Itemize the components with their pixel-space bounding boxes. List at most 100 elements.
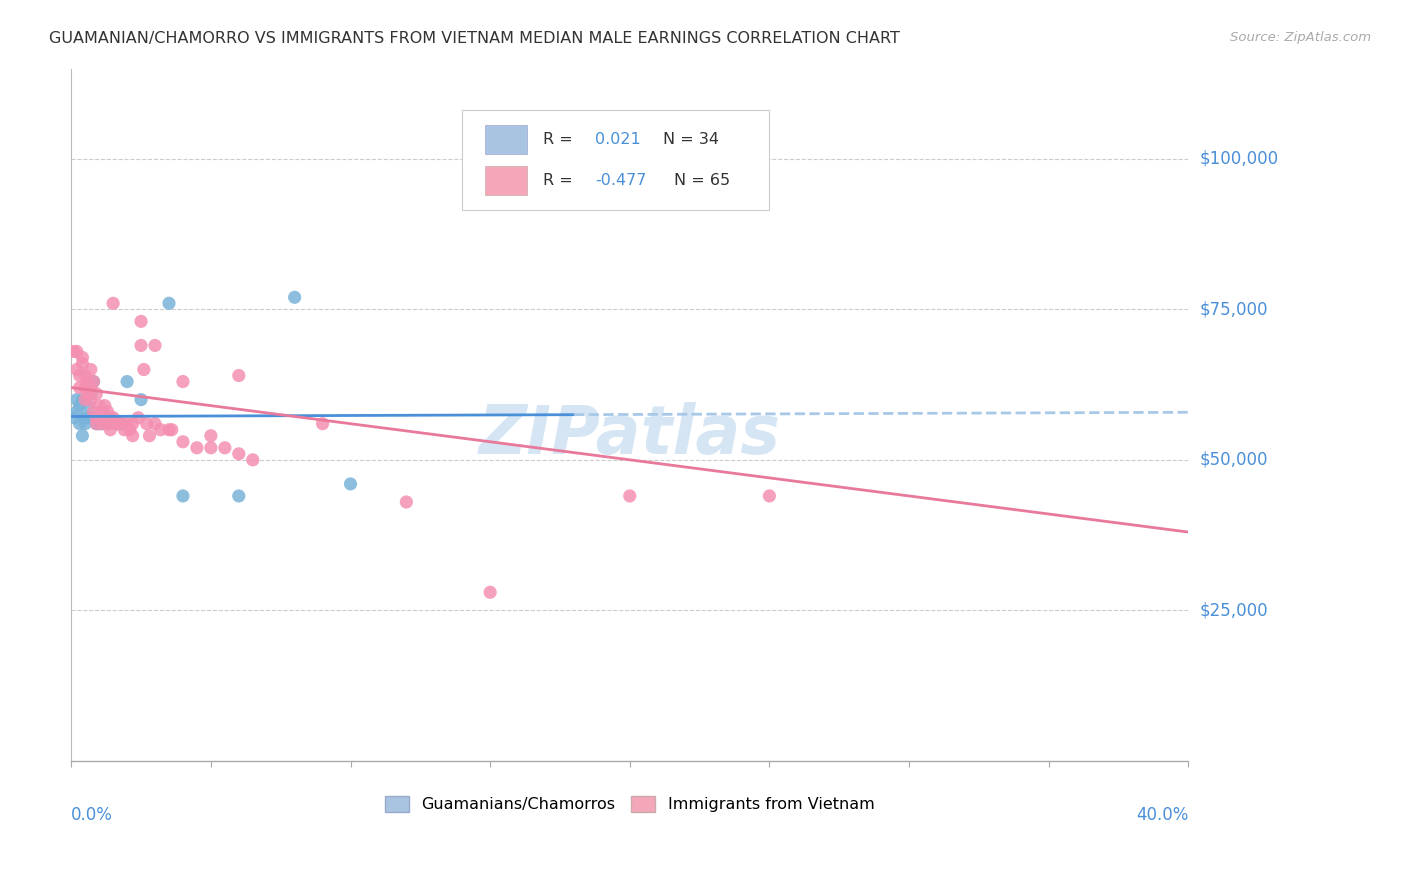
Point [129,338,152,352]
Point [157,423,180,437]
Point [172,375,194,389]
Point [80,392,103,407]
Point [110,417,132,431]
Text: GUAMANIAN/CHAMORRO VS IMMIGRANTS FROM VIETNAM MEDIAN MALE EARNINGS CORRELATION C: GUAMANIAN/CHAMORRO VS IMMIGRANTS FROM VI… [49,31,900,46]
Point [77,386,100,401]
Point [107,417,129,431]
Point [77,410,100,425]
Point [98,410,121,425]
Text: N = 34: N = 34 [664,132,720,147]
Text: R =: R = [543,132,578,147]
Text: Source: ZipAtlas.com: Source: ZipAtlas.com [1230,31,1371,45]
Point [77,375,100,389]
Text: $100,000: $100,000 [1199,150,1278,168]
Point [101,410,124,425]
Point [63,410,86,425]
Point [80,362,103,376]
FancyBboxPatch shape [485,125,527,154]
Point [395,495,418,509]
Point [66,405,89,419]
Point [311,417,333,431]
Point [96,405,118,419]
Point [69,368,91,383]
Point [80,410,103,425]
Point [132,362,155,376]
Point [75,392,97,407]
Point [160,423,183,437]
Point [94,410,117,425]
Point [143,338,166,352]
Point [242,453,264,467]
Point [339,476,361,491]
Point [89,399,111,413]
Point [118,423,141,437]
Text: $75,000: $75,000 [1199,301,1268,318]
Point [66,392,89,407]
Point [91,405,114,419]
Point [86,417,108,431]
Point [89,417,111,431]
Point [228,447,250,461]
Point [75,417,97,431]
Point [96,417,118,431]
Point [66,344,89,359]
Text: -0.477: -0.477 [595,173,647,188]
Point [284,290,307,304]
Point [200,429,222,443]
Point [143,417,166,431]
Point [69,417,91,431]
Text: 40.0%: 40.0% [1136,805,1188,824]
Point [86,417,108,431]
Text: 0.021: 0.021 [595,132,641,147]
Point [83,405,105,419]
Point [72,392,94,407]
Point [149,423,172,437]
Point [86,410,108,425]
Point [75,368,97,383]
Point [121,429,143,443]
Point [101,296,124,310]
Point [104,417,127,431]
Text: 0.0%: 0.0% [72,805,112,824]
FancyBboxPatch shape [485,166,527,195]
Point [89,410,111,425]
Point [129,392,152,407]
Point [75,381,97,395]
Point [72,429,94,443]
Point [69,381,91,395]
Text: R =: R = [543,173,578,188]
Point [83,375,105,389]
Point [80,386,103,401]
Point [112,423,135,437]
Point [66,362,89,376]
Point [200,441,222,455]
Point [83,410,105,425]
Point [121,417,143,431]
Text: N = 65: N = 65 [675,173,731,188]
Point [72,357,94,371]
Point [91,417,114,431]
Point [94,399,117,413]
Legend: Guamanians/Chamorros, Immigrants from Vietnam: Guamanians/Chamorros, Immigrants from Vi… [378,789,882,819]
Point [127,410,149,425]
Point [214,441,236,455]
Point [98,410,121,425]
Point [69,399,91,413]
Point [619,489,641,503]
Point [91,405,114,419]
Point [80,381,103,395]
FancyBboxPatch shape [463,110,769,211]
Point [129,314,152,328]
Point [96,417,118,431]
Point [63,344,86,359]
Point [91,417,114,431]
Point [172,489,194,503]
Point [77,399,100,413]
Point [228,368,250,383]
Point [86,410,108,425]
Point [75,410,97,425]
Point [758,489,780,503]
Point [228,489,250,503]
Point [96,410,118,425]
Point [104,417,127,431]
